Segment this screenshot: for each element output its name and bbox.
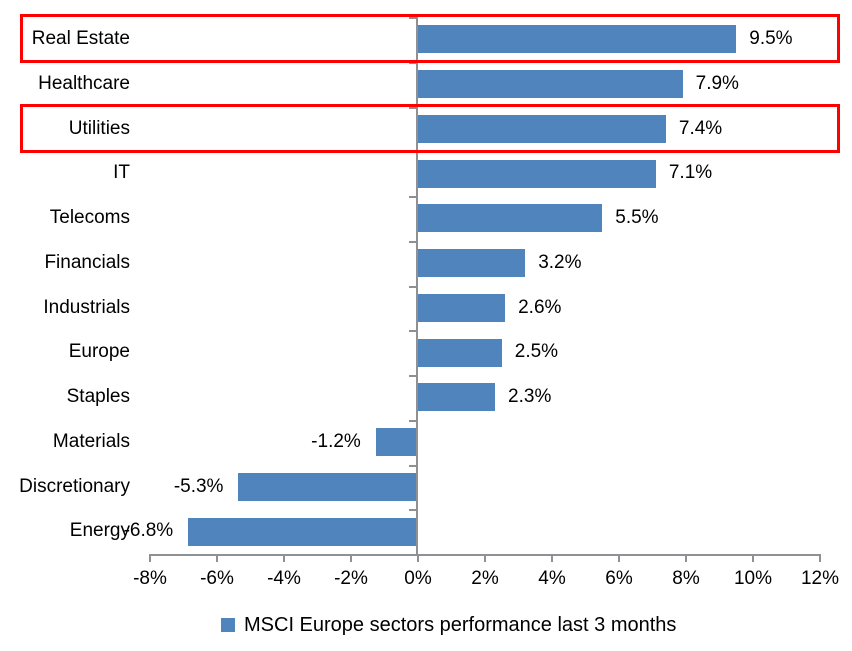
category-label-real-estate: Real Estate xyxy=(31,28,130,49)
x-tick-label: 12% xyxy=(800,568,840,589)
x-tick-label: -4% xyxy=(267,568,301,589)
value-label-materials: -1.2% xyxy=(311,430,361,452)
value-label-healthcare: 7.9% xyxy=(695,72,739,94)
category-label-materials: Materials xyxy=(52,430,130,452)
category-label-it: IT xyxy=(113,162,130,184)
x-axis-tick xyxy=(283,554,285,562)
category-axis-tick xyxy=(409,107,416,109)
bar-real-estate xyxy=(418,25,737,54)
x-axis-tick xyxy=(216,554,218,562)
x-axis-tick xyxy=(417,554,419,562)
category-axis-tick xyxy=(409,286,416,288)
category-axis-tick xyxy=(409,465,416,467)
x-tick-label: 8% xyxy=(672,568,700,589)
category-axis-tick xyxy=(409,330,416,332)
value-label-real-estate: 9.5% xyxy=(749,28,793,49)
x-tick-label: -6% xyxy=(200,568,234,589)
bar-europe xyxy=(418,338,502,367)
x-tick-label: 6% xyxy=(605,568,633,589)
value-label-europe: 2.5% xyxy=(514,341,559,363)
category-axis-tick xyxy=(409,62,416,64)
category-axis-tick xyxy=(409,420,416,422)
x-tick-label: -2% xyxy=(334,568,368,589)
x-axis-tick xyxy=(350,554,352,562)
value-label-financials: 3.2% xyxy=(538,251,582,273)
x-axis-tick xyxy=(149,554,151,562)
category-axis-tick xyxy=(409,17,416,19)
bar-telecoms xyxy=(418,204,603,233)
vertical-zero-axis-line xyxy=(416,17,418,554)
x-tick-label: -8% xyxy=(133,568,167,589)
category-label-financials: Financials xyxy=(44,251,130,273)
x-tick-label: 0% xyxy=(404,568,432,589)
category-label-telecoms: Telecoms xyxy=(49,207,130,228)
bar-materials xyxy=(375,428,416,457)
legend-marker-icon xyxy=(221,618,235,632)
value-label-staples: 2.3% xyxy=(508,386,552,407)
value-label-utilities: 7.4% xyxy=(678,117,723,139)
category-label-energy: Energy xyxy=(69,520,130,542)
value-label-discretionary: -5.3% xyxy=(173,475,224,497)
category-label-utilities: Utilities xyxy=(68,117,130,139)
x-axis-tick xyxy=(484,554,486,562)
value-label-industrials: 2.6% xyxy=(518,296,562,318)
x-axis-tick xyxy=(685,554,687,562)
category-label-healthcare: Healthcare xyxy=(38,72,130,94)
bar-healthcare xyxy=(418,70,683,99)
bar-discretionary xyxy=(238,472,416,501)
bar-it xyxy=(418,159,656,188)
bar-energy xyxy=(188,517,416,546)
x-tick-label: 4% xyxy=(538,568,566,589)
value-label-it: 7.1% xyxy=(668,162,713,184)
category-label-europe: Europe xyxy=(68,341,130,363)
bar-financials xyxy=(418,249,526,278)
value-label-telecoms: 5.5% xyxy=(615,207,659,228)
category-axis-tick xyxy=(409,375,416,377)
x-axis-tick xyxy=(819,554,821,562)
value-label-energy: -6.8% xyxy=(123,520,174,542)
category-axis-tick xyxy=(409,554,416,556)
category-label-industrials: Industrials xyxy=(43,296,130,318)
x-tick-label: 10% xyxy=(733,568,773,589)
bar-staples xyxy=(418,383,496,412)
legend: MSCI Europe sectors performance last 3 m… xyxy=(221,612,676,638)
category-axis-tick xyxy=(409,151,416,153)
category-label-discretionary: Discretionary xyxy=(19,475,130,497)
category-axis-tick xyxy=(409,509,416,511)
legend-label: MSCI Europe sectors performance last 3 m… xyxy=(244,613,677,636)
category-label-staples: Staples xyxy=(66,386,130,407)
bar-industrials xyxy=(418,293,506,322)
category-axis-tick xyxy=(409,196,416,198)
bar-utilities xyxy=(418,114,666,143)
x-axis-tick xyxy=(752,554,754,562)
x-tick-label: 2% xyxy=(471,568,499,589)
x-axis-tick xyxy=(618,554,620,562)
x-axis-tick xyxy=(551,554,553,562)
category-axis-tick xyxy=(409,241,416,243)
